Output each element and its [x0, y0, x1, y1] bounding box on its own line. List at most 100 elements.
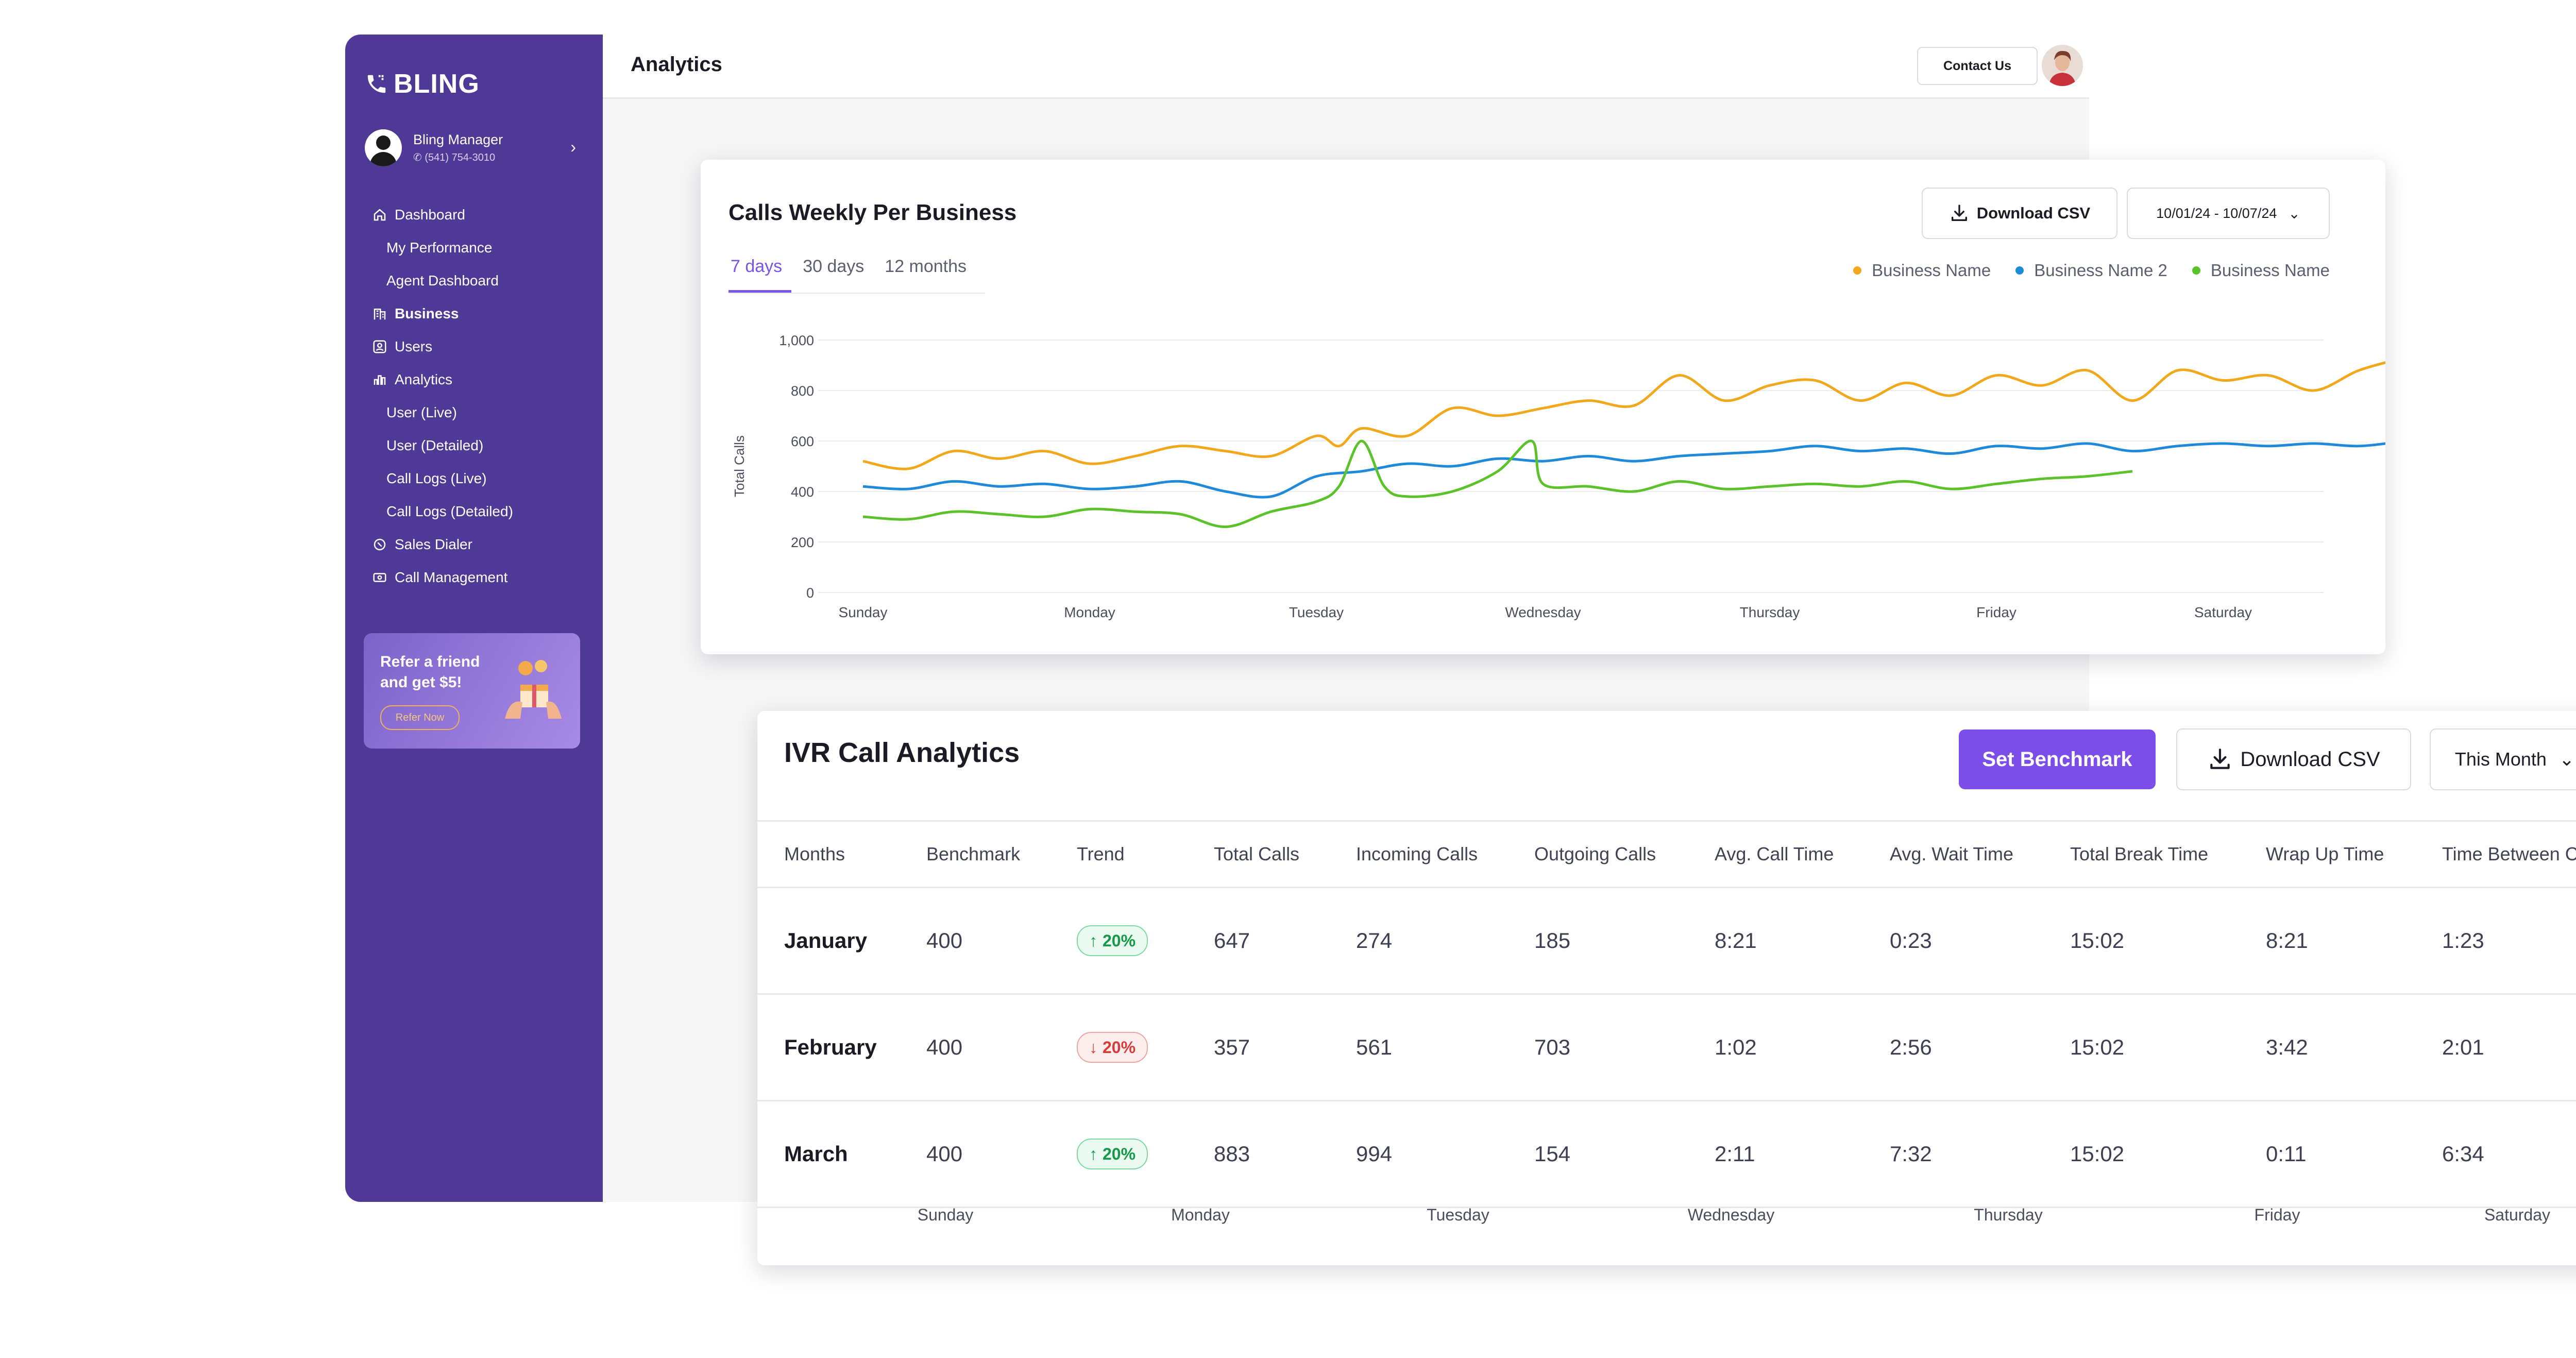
y-tick-label: 200: [791, 535, 814, 550]
legend-label: Business Name: [2210, 261, 2330, 280]
cell-between: 2:01: [2442, 994, 2576, 1101]
chevron-right-icon[interactable]: ›: [570, 138, 576, 156]
sidebar-item-user-live[interactable]: User (Live): [372, 396, 588, 429]
refer-now-button[interactable]: Refer Now: [380, 705, 460, 730]
ivr-title: IVR Call Analytics: [784, 737, 1020, 768]
footer-day-label: Thursday: [1974, 1206, 2043, 1224]
trend-badge: ↓ 20%: [1077, 1032, 1148, 1063]
cell-benchmark: 400: [926, 1100, 1077, 1208]
cell-wrap: 0:11: [2266, 1100, 2442, 1208]
tab-7-days[interactable]: 7 days: [728, 257, 792, 293]
sidebar-item-users[interactable]: Users: [372, 330, 588, 363]
page-title: Analytics: [631, 53, 722, 76]
cell-avg-wait: 0:23: [1890, 887, 2070, 995]
y-tick-label: 800: [791, 383, 814, 399]
profile-name: Bling Manager: [413, 132, 503, 147]
sidebar-nav: Dashboard My Performance Agent Dashboard Bu…: [372, 198, 588, 594]
table-row[interactable]: January 400 ↑ 20% 647 274 185 8:21 0:23 15:02 8:21…: [757, 887, 2576, 995]
legend-item-1[interactable]: Business Name: [1853, 261, 1991, 280]
sidebar-item-label: Call Logs (Detailed): [386, 503, 513, 519]
download-icon: [1951, 205, 1967, 221]
profile-card[interactable]: Bling Manager ✆ (541) 754-3010 ›: [365, 127, 576, 168]
ivr-footer-days: Sunday Monday Tuesday Wednesday Thursday Frid…: [757, 1206, 2576, 1242]
arrow-up-icon: ↑: [1089, 931, 1097, 950]
column-header: Avg. Call Time: [1715, 820, 1890, 888]
sidebar-item-label: Business: [395, 305, 459, 321]
download-icon: [2210, 749, 2230, 769]
x-tick-label: Sunday: [839, 604, 888, 620]
date-range-label: 10/01/24 - 10/07/24: [2156, 205, 2277, 221]
cell-month: February: [757, 994, 926, 1101]
sidebar-item-label: User (Live): [386, 404, 457, 420]
sidebar-item-agent-dashboard[interactable]: Agent Dashboard: [372, 264, 588, 297]
table-row[interactable]: February 400 ↓ 20% 357 561 703 1:02 2:56 15:02 3:4…: [757, 994, 2576, 1101]
sidebar-item-user-detailed[interactable]: User (Detailed): [372, 429, 588, 462]
user-avatar[interactable]: [2042, 45, 2083, 86]
arrow-up-icon: ↑: [1089, 1144, 1097, 1163]
cell-break: 15:02: [2070, 1100, 2266, 1208]
series-line-2: [862, 442, 2385, 499]
cell-benchmark: 400: [926, 887, 1077, 995]
column-header: Total Break Time: [2070, 820, 2266, 888]
column-header: Total Calls: [1214, 820, 1356, 888]
tab-12-months[interactable]: 12 months: [885, 257, 967, 276]
y-tick-label: 600: [791, 434, 814, 449]
sidebar-item-call-management[interactable]: Call Management: [372, 561, 588, 594]
cell-avg-call: 8:21: [1715, 887, 1890, 995]
x-tick-label: Monday: [1064, 604, 1115, 620]
legend-item-3[interactable]: Business Name: [2192, 261, 2330, 280]
cell-avg-call: 2:11: [1715, 1100, 1890, 1208]
cell-avg-wait: 7:32: [1890, 1100, 2070, 1208]
profile-phone: ✆ (541) 754-3010: [413, 151, 503, 164]
column-header: Avg. Wait Time: [1890, 820, 2070, 888]
sidebar-item-label: User (Detailed): [386, 437, 484, 453]
trend-value: 20%: [1103, 1038, 1136, 1057]
sidebar-item-sales-dialer[interactable]: Sales Dialer: [372, 528, 588, 561]
sidebar-item-analytics[interactable]: Analytics: [372, 363, 588, 396]
cell-break: 15:02: [2070, 994, 2266, 1101]
sidebar-item-my-performance[interactable]: My Performance: [372, 231, 588, 264]
footer-day-label: Sunday: [917, 1206, 974, 1224]
calls-weekly-card: Calls Weekly Per Business Download CSV 1…: [701, 160, 2385, 654]
trend-badge: ↑ 20%: [1077, 1139, 1148, 1169]
building-icon: [372, 306, 387, 321]
sidebar-item-dashboard[interactable]: Dashboard: [372, 198, 588, 231]
tab-30-days[interactable]: 30 days: [803, 257, 865, 276]
cell-wrap: 8:21: [2266, 887, 2442, 995]
profile-phone-number: (541) 754-3010: [425, 152, 496, 163]
contact-us-button[interactable]: Contact Us: [1917, 47, 2038, 85]
sidebar-item-business[interactable]: Business: [372, 297, 588, 330]
y-tick-label: 400: [791, 484, 814, 500]
home-icon: [372, 207, 387, 223]
ivr-download-label: Download CSV: [2240, 748, 2380, 771]
footer-day-label: Saturday: [2484, 1206, 2551, 1224]
table-row[interactable]: March 400 ↑ 20% 883 994 154 2:11 7:32 15:02 0:11 6:…: [757, 1100, 2576, 1208]
y-axis-title: Total Calls: [732, 435, 747, 497]
sidebar-item-label: Analytics: [395, 371, 453, 387]
trend-cell: ↑ 20%: [1077, 1100, 1214, 1208]
dialer-icon: [372, 537, 387, 552]
cell-wrap: 3:42: [2266, 994, 2442, 1101]
footer-day-label: Monday: [1171, 1206, 1230, 1224]
trend-cell: ↓ 20%: [1077, 994, 1214, 1101]
bar-chart-icon: [372, 372, 387, 387]
ivr-download-csv-button[interactable]: Download CSV: [2176, 728, 2411, 790]
brand-logo[interactable]: BLING: [365, 69, 480, 99]
cell-total: 883: [1214, 1100, 1356, 1208]
set-benchmark-button[interactable]: Set Benchmark: [1959, 729, 2156, 789]
period-label: This Month: [2454, 749, 2547, 770]
footer-day-label: Wednesday: [1687, 1206, 1775, 1224]
cell-avg-call: 1:02: [1715, 994, 1890, 1101]
download-csv-button[interactable]: Download CSV: [1922, 188, 2117, 239]
date-range-select[interactable]: 10/01/24 - 10/07/24 ⌄: [2127, 188, 2330, 239]
ivr-table: Months Benchmark Trend Total Calls Incoming …: [757, 820, 2576, 1208]
sidebar-item-label: Agent Dashboard: [386, 273, 499, 288]
cell-between: 6:34: [2442, 1100, 2576, 1208]
sidebar-item-label: Call Management: [395, 569, 508, 585]
y-tick-label: 1,000: [779, 333, 814, 348]
period-select[interactable]: This Month ⌄: [2430, 728, 2576, 790]
legend-item-2[interactable]: Business Name 2: [2015, 261, 2167, 280]
sidebar-item-call-logs-detailed[interactable]: Call Logs (Detailed): [372, 495, 588, 528]
sidebar-item-call-logs-live[interactable]: Call Logs (Live): [372, 462, 588, 495]
column-header: Incoming Calls: [1356, 820, 1534, 888]
